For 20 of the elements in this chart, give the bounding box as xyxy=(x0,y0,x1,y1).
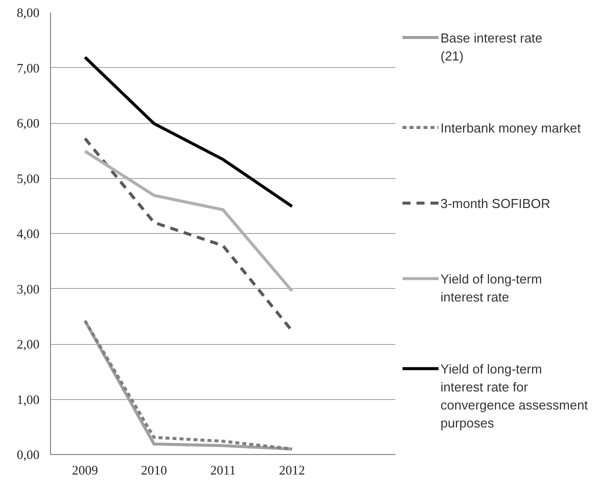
y-tick-label: 5,00 xyxy=(16,170,40,186)
y-tick-label: 0,00 xyxy=(16,447,40,462)
y-tick-label: 6,00 xyxy=(16,116,40,130)
y-tick-label: 8,00 xyxy=(16,5,40,20)
y-tick-label: 2,00 xyxy=(16,336,40,352)
legend-label: Interbank money market xyxy=(440,120,582,136)
line-series xyxy=(84,150,294,292)
legend-label: 3-month SOFIBOR xyxy=(440,196,550,211)
y-tick-label: 4,00 xyxy=(16,226,40,241)
legend-label: Yield of long-term interest rate xyxy=(440,272,542,305)
y-tick-label: 7,00 xyxy=(16,60,40,76)
y-tick-label: 3,00 xyxy=(16,281,40,296)
x-tick-label: 2011 xyxy=(210,462,236,478)
x-tick-label: 2012 xyxy=(279,462,305,478)
legend-label: Base interest rate (21) xyxy=(440,30,542,64)
legend-label: Yield of long-term interest rate for convergence assessment purposes xyxy=(440,361,588,430)
x-tick-label: 2009 xyxy=(72,462,98,478)
line-series xyxy=(84,56,294,208)
y-tick-label: 1,00 xyxy=(16,392,40,407)
x-tick-label: 2010 xyxy=(141,462,167,478)
